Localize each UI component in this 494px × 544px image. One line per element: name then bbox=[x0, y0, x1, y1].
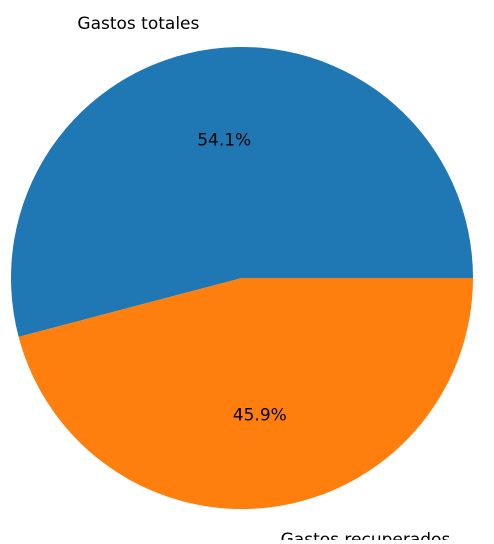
slice-percent-label: 54.1% bbox=[197, 131, 251, 151]
slice-category-label: Gastos recuperados bbox=[281, 530, 451, 540]
slice-category-label: Gastos totales bbox=[77, 14, 199, 34]
slice-percent-label: 45.9% bbox=[233, 405, 287, 425]
